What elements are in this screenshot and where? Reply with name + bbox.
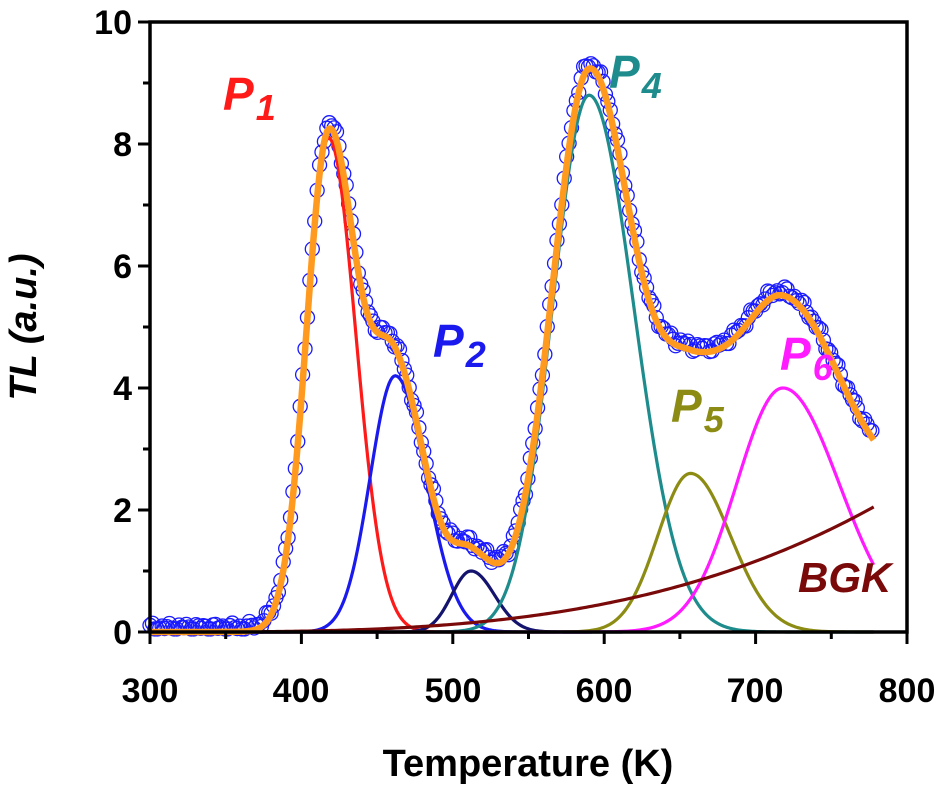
y-tick-label: 4 (113, 370, 132, 408)
peak-label-p2: P2 (433, 315, 486, 375)
y-axis-title: TL (a.u.) (3, 253, 45, 400)
x-tick-label: 700 (727, 672, 784, 710)
y-tick-label: 2 (113, 492, 132, 530)
x-tick-label: 300 (122, 672, 179, 710)
component-curve-p1 (150, 136, 503, 634)
x-tick-label: 800 (879, 672, 936, 710)
peak-label-p6: P6 (780, 328, 834, 388)
x-tick-label: 600 (576, 672, 633, 710)
component-curve-p6 (150, 386, 876, 634)
plot-area (142, 56, 880, 637)
peak-label-bgk: BGK (798, 554, 894, 601)
x-tick-label: 400 (273, 672, 330, 710)
y-tick-label: 0 (113, 614, 132, 652)
fit-curve (148, 65, 877, 636)
data-point (466, 541, 483, 557)
y-tick-label: 6 (113, 248, 132, 286)
axis-ticks (138, 20, 909, 644)
data-point (721, 335, 737, 352)
peak-label-p1: P1 (223, 68, 276, 128)
x-tick-label: 500 (425, 672, 482, 710)
x-axis-title: Temperature (K) (383, 743, 674, 785)
data-point (156, 620, 173, 637)
peak-label-p5: P5 (671, 380, 725, 440)
data-point (367, 322, 383, 339)
data-point (738, 318, 754, 334)
peak-label-p4: P4 (609, 46, 662, 106)
y-tick-label: 8 (113, 126, 132, 164)
y-tick-label: 10 (94, 4, 132, 42)
